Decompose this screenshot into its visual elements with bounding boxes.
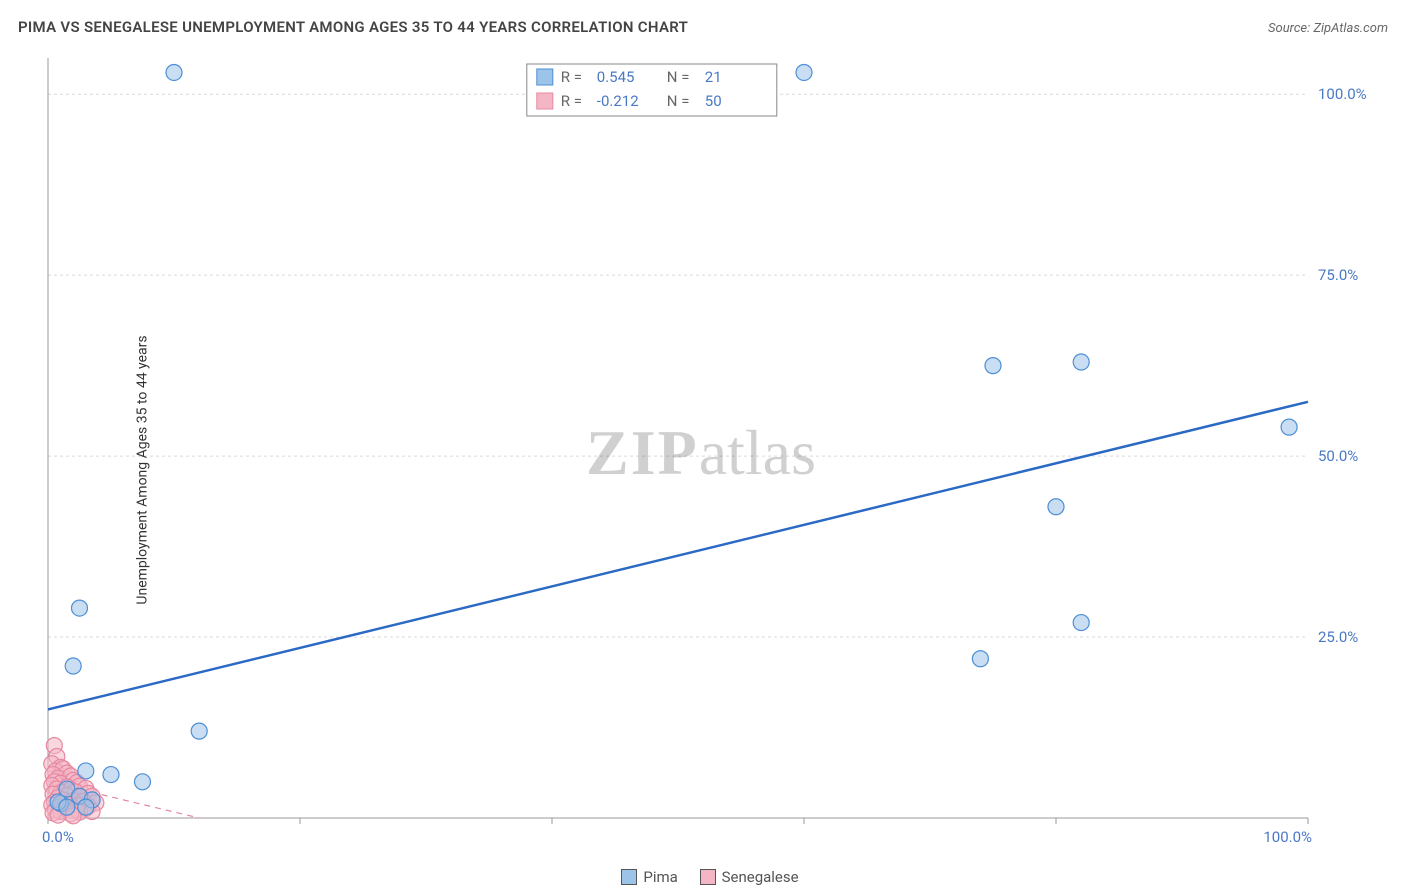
data-point — [1073, 354, 1089, 370]
legend-swatch-senegalese — [700, 869, 716, 885]
data-point — [103, 767, 119, 783]
legend-r-label: R = — [561, 68, 582, 86]
legend-swatch — [537, 93, 553, 109]
legend-r-value: 0.545 — [597, 68, 635, 86]
data-point — [191, 723, 207, 739]
legend-n-label: N = — [667, 92, 690, 110]
data-point — [796, 64, 812, 80]
legend-r-value: -0.212 — [597, 92, 639, 110]
legend-swatch-pima — [621, 869, 637, 885]
legend-n-value: 50 — [705, 92, 722, 110]
legend-label-senegalese: Senegalese — [722, 868, 799, 886]
data-point — [78, 763, 94, 779]
data-point — [166, 64, 182, 80]
data-point — [65, 658, 81, 674]
y-tick-label: 50.0% — [1318, 447, 1358, 465]
y-axis-label: Unemployment Among Ages 35 to 44 years — [135, 335, 151, 604]
chart-title: PIMA VS SENEGALESE UNEMPLOYMENT AMONG AG… — [18, 18, 688, 36]
data-point — [1073, 615, 1089, 631]
chart-source: Source: ZipAtlas.com — [1268, 21, 1388, 36]
data-point — [972, 651, 988, 667]
x-tick-label: 0.0% — [42, 828, 74, 846]
legend-n-value: 21 — [705, 68, 722, 86]
data-point — [1048, 499, 1064, 515]
regression-line — [48, 402, 1308, 710]
data-point — [985, 358, 1001, 374]
data-point — [78, 799, 94, 815]
data-point — [59, 799, 75, 815]
y-tick-label: 100.0% — [1318, 85, 1367, 103]
scatter-chart: 25.0% 50.0% 75.0% 100.0% 0.0% 100.0% R = 0.545 N… — [8, 48, 1388, 868]
y-tick-label: 75.0% — [1318, 266, 1358, 284]
y-tick-label: 25.0% — [1318, 628, 1358, 646]
chart-area: Unemployment Among Ages 35 to 44 years Z… — [8, 48, 1394, 892]
data-point — [1281, 419, 1297, 435]
bottom-legend: Pima Senegalese — [8, 868, 1394, 886]
data-point — [72, 600, 88, 616]
x-tick-label: 100.0% — [1263, 828, 1312, 846]
legend-n-label: N = — [667, 68, 690, 86]
chart-header: PIMA VS SENEGALESE UNEMPLOYMENT AMONG AG… — [18, 18, 1388, 36]
legend-label-pima: Pima — [643, 868, 677, 886]
legend-swatch — [537, 69, 553, 85]
legend-r-label: R = — [561, 92, 582, 110]
data-point — [135, 774, 151, 790]
